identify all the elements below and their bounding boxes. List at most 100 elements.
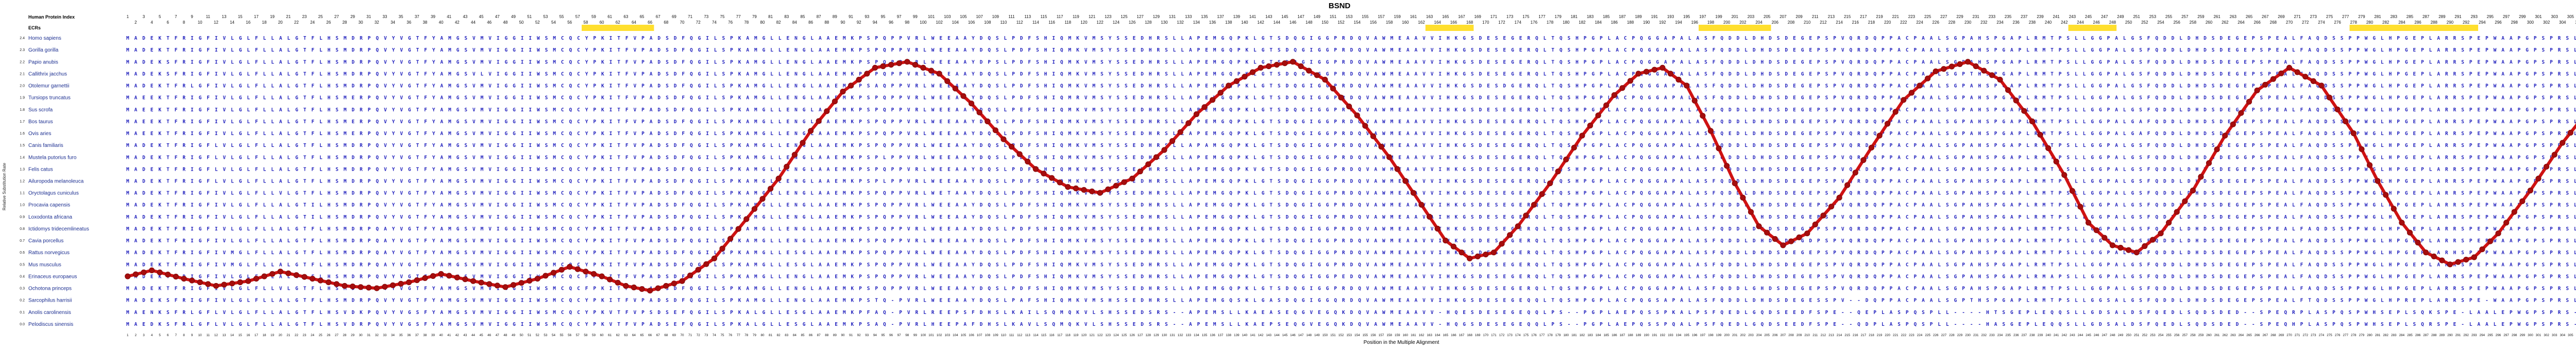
curve-point-dot bbox=[1145, 161, 1151, 168]
sequence-row: MADEKTFRLGFIVLGLFLLALGTFLHSMDRPQVYVGTFYA… bbox=[126, 84, 2576, 89]
curve-point-dot bbox=[1169, 138, 1176, 144]
curve-point-dot bbox=[2318, 82, 2325, 89]
curve-point-dot bbox=[2198, 174, 2204, 180]
bottom-ruler-number: 281 bbox=[2375, 334, 2381, 337]
curve-point-dot bbox=[856, 76, 862, 83]
position-ruler-number: 276 bbox=[2334, 20, 2341, 25]
position-ruler-number: 205 bbox=[1764, 14, 1771, 19]
curve-point-dot bbox=[2262, 81, 2268, 88]
curve-point-dot bbox=[574, 266, 581, 272]
bottom-ruler-number: 22 bbox=[295, 334, 299, 337]
curve-point-dot bbox=[1852, 170, 1858, 176]
curve-point-dot bbox=[197, 279, 203, 286]
position-ruler-number: 286 bbox=[2414, 20, 2421, 25]
bottom-ruler-number: 72 bbox=[697, 334, 701, 337]
curve-point-dot bbox=[2278, 70, 2284, 76]
position-ruler-number: 273 bbox=[2310, 14, 2317, 19]
bottom-ruler-number: 44 bbox=[471, 334, 476, 337]
bottom-ruler-number: 124 bbox=[1113, 334, 1119, 337]
curve-point-dot bbox=[2511, 209, 2517, 215]
position-ruler-number: 158 bbox=[1386, 20, 1393, 25]
curve-point-dot bbox=[2366, 162, 2373, 168]
position-ruler-number: 22 bbox=[294, 20, 299, 25]
position-ruler-number: 72 bbox=[696, 20, 701, 25]
position-ruler-number: 223 bbox=[1908, 14, 1916, 19]
bottom-ruler-number: 304 bbox=[2560, 334, 2566, 337]
curve-point-dot bbox=[816, 118, 822, 124]
bottom-ruler-number: 61 bbox=[608, 334, 612, 337]
bottom-ruler-number: 4 bbox=[151, 334, 153, 337]
bottom-ruler-number: 37 bbox=[415, 334, 419, 337]
curve-point-dot bbox=[1820, 212, 1826, 219]
bottom-ruler-number: 179 bbox=[1555, 334, 1561, 337]
position-ruler-number: 15 bbox=[238, 14, 243, 19]
position-ruler-number: 192 bbox=[1659, 20, 1666, 25]
bottom-ruler-number: 226 bbox=[1933, 334, 1939, 337]
curve-point-dot bbox=[1032, 166, 1039, 172]
bottom-ruler-number: 216 bbox=[1853, 334, 1858, 337]
position-ruler-number: 81 bbox=[768, 14, 773, 19]
y-tick-label: 2.3 bbox=[20, 48, 25, 52]
position-ruler-number: 11 bbox=[206, 14, 211, 19]
curve-point-dot bbox=[1587, 122, 1594, 129]
position-ruler-number: 231 bbox=[1973, 14, 1980, 19]
curve-point-dot bbox=[1917, 82, 1923, 89]
position-ruler-number: 75 bbox=[720, 14, 725, 19]
y-tick-label: 0.9 bbox=[20, 216, 25, 219]
bottom-ruler-number: 222 bbox=[1901, 334, 1907, 337]
bottom-ruler-number: 32 bbox=[375, 334, 379, 337]
bottom-ruler-number: 262 bbox=[2222, 334, 2228, 337]
bottom-ruler-number: 150 bbox=[1323, 334, 1328, 337]
ecr-region bbox=[1699, 25, 1771, 31]
species-label: Procavia capensis bbox=[28, 203, 70, 208]
bottom-ruler-number: 153 bbox=[1346, 334, 1352, 337]
curve-point-dot bbox=[784, 163, 790, 170]
bottom-ruler-number: 109 bbox=[993, 334, 998, 337]
curve-point-dot bbox=[558, 267, 565, 273]
position-ruler-number: 202 bbox=[1739, 20, 1747, 25]
bottom-ruler-number: 125 bbox=[1122, 334, 1127, 337]
position-ruler-number: 16 bbox=[246, 20, 250, 25]
position-ruler-number: 23 bbox=[302, 14, 307, 19]
curve-point-dot bbox=[1394, 166, 1400, 172]
curve-point-dot bbox=[141, 269, 147, 275]
position-ruler-number: 278 bbox=[2350, 20, 2358, 25]
bottom-ruler-number: 195 bbox=[1684, 334, 1689, 337]
curve-point-dot bbox=[2359, 146, 2365, 152]
bottom-ruler-number: 266 bbox=[2255, 334, 2260, 337]
bottom-ruler-number: 199 bbox=[1716, 334, 1722, 337]
position-ruler-number: 152 bbox=[1337, 20, 1345, 25]
position-ruler-number: 35 bbox=[399, 14, 403, 19]
bottom-ruler-number: 51 bbox=[528, 334, 532, 337]
sequence-row: MADEKTFRIGFIVLGLFLLALGTILHSMDRPQVYVGTFYA… bbox=[126, 214, 2576, 220]
position-ruler-number: 127 bbox=[1137, 14, 1144, 19]
position-ruler-number: 120 bbox=[1080, 20, 1088, 25]
bottom-ruler-number: 213 bbox=[1828, 334, 1834, 337]
species-label: Ovis aries bbox=[28, 131, 51, 137]
curve-point-dot bbox=[768, 186, 774, 192]
curve-point-dot bbox=[2487, 238, 2494, 244]
curve-point-dot bbox=[333, 281, 340, 287]
bottom-ruler-number: 224 bbox=[1917, 334, 1923, 337]
curve-point-dot bbox=[1571, 144, 1577, 151]
bottom-ruler-number: 302 bbox=[2544, 334, 2549, 337]
position-ruler-number: 1 bbox=[127, 14, 129, 19]
curve-point-dot bbox=[1619, 85, 1625, 91]
bottom-ruler-number: 2 bbox=[135, 334, 137, 337]
curve-point-dot bbox=[237, 279, 243, 286]
bottom-ruler-number: 258 bbox=[2190, 334, 2196, 337]
bottom-ruler-number: 264 bbox=[2239, 334, 2244, 337]
bottom-ruler-number: 275 bbox=[2327, 334, 2332, 337]
position-ruler-number: 241 bbox=[2053, 14, 2060, 19]
position-ruler-number: 86 bbox=[808, 20, 813, 25]
bottom-ruler-number: 16 bbox=[246, 334, 250, 337]
bottom-ruler-number: 160 bbox=[1403, 334, 1409, 337]
position-ruler-number: 7 bbox=[175, 14, 177, 19]
position-ruler-number: 40 bbox=[439, 20, 444, 25]
bottom-ruler-number: 85 bbox=[801, 334, 805, 337]
bottom-ruler-number: 253 bbox=[2150, 334, 2156, 337]
position-ruler-number: 60 bbox=[600, 20, 604, 25]
bottom-ruler-number: 36 bbox=[407, 334, 411, 337]
curve-point-dot bbox=[944, 78, 951, 84]
